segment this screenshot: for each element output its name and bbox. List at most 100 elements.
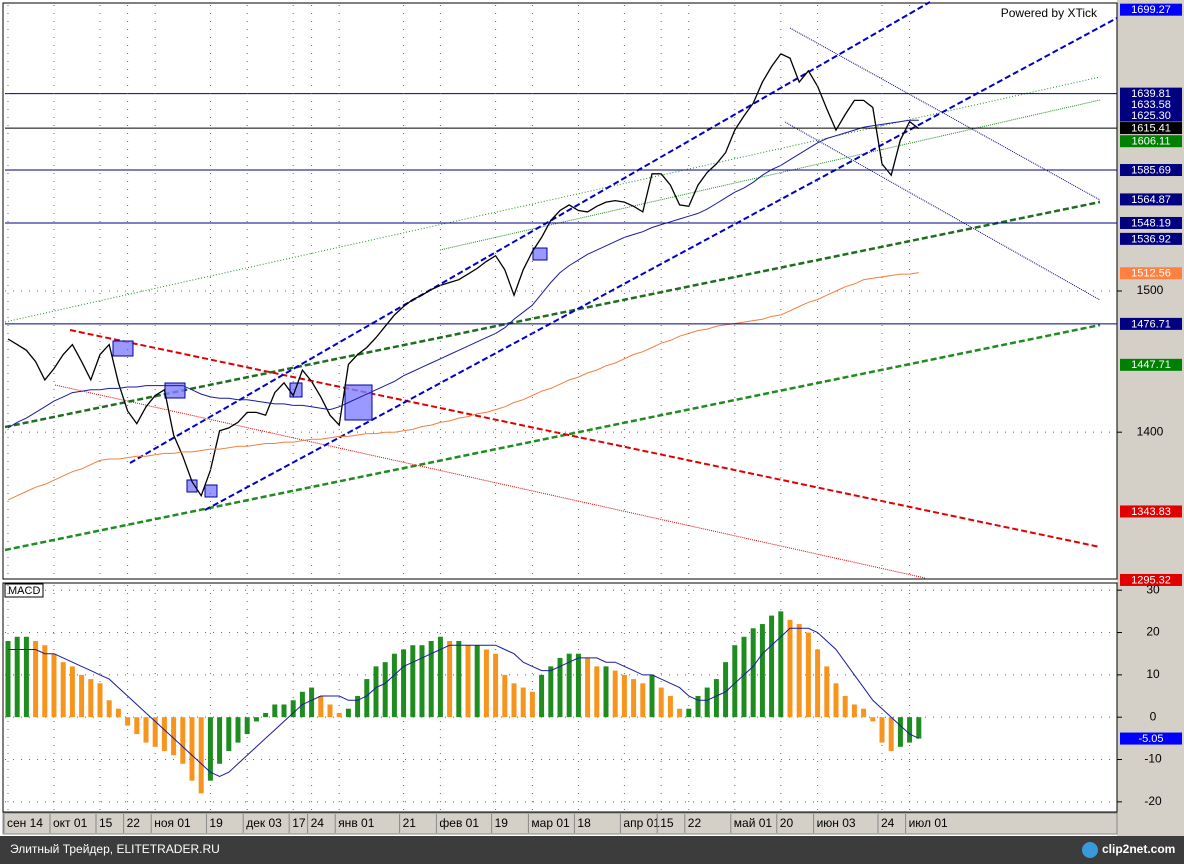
bar (474, 645, 480, 718)
x-tick-label: сен 14 (7, 816, 43, 830)
boxes (112, 247, 548, 498)
trend-lines (4, 1, 1118, 579)
x-tick-label: окт 01 (53, 816, 88, 830)
footer-bar (0, 836, 1184, 864)
bar (888, 717, 894, 752)
bar (511, 683, 517, 718)
bar (493, 653, 499, 718)
x-tick-label: 22 (688, 816, 702, 830)
trend-line (54, 384, 926, 579)
bar (621, 674, 627, 718)
bar (401, 649, 407, 718)
trend-line (4, 76, 1101, 323)
bar (456, 640, 462, 718)
bar (447, 640, 453, 718)
bar (483, 649, 489, 718)
bar (759, 624, 765, 718)
bar (134, 717, 140, 735)
bar (373, 666, 379, 718)
bar (879, 717, 885, 743)
price-label: 1615.41 (1131, 122, 1171, 134)
bar (594, 666, 600, 718)
x-tick-label: 19 (495, 816, 509, 830)
series-line (7, 52, 920, 498)
bar (5, 640, 11, 718)
x-tick-label: 18 (577, 816, 591, 830)
bar (23, 636, 29, 718)
bar (520, 687, 526, 718)
price-label-box (1120, 317, 1182, 330)
bar (125, 717, 131, 726)
bar (778, 611, 784, 718)
price-label: 1536.92 (1131, 233, 1171, 245)
bar (897, 717, 903, 747)
logo: clip2net.com (1102, 842, 1175, 856)
bar (649, 674, 655, 718)
price-label-box (1120, 505, 1182, 518)
bar (336, 712, 342, 718)
bar (566, 653, 572, 718)
y-tick-label: 1500 (1137, 283, 1164, 297)
series-line (7, 272, 919, 501)
price-label-box (1120, 573, 1182, 586)
bar (833, 683, 839, 718)
x-tick-label: 22 (127, 816, 141, 830)
x-tick-label: ноя 01 (154, 816, 191, 830)
bar (787, 619, 793, 718)
bar (695, 696, 701, 718)
bar (244, 717, 250, 735)
trend-line (439, 99, 1101, 251)
x-tick-label: апр 01 (623, 816, 660, 830)
bar (263, 712, 269, 718)
bar (824, 666, 830, 718)
price-label-box (1120, 358, 1182, 371)
x-tick-label: 15 (660, 816, 674, 830)
price-label-box (1120, 216, 1182, 229)
annotation: Powered by XTick (1001, 6, 1098, 20)
bar (686, 708, 692, 718)
y-tick-label: -10 (1144, 752, 1162, 766)
bar (603, 666, 609, 718)
price-label: 1512.56 (1131, 268, 1171, 280)
price-label-box (1120, 87, 1182, 100)
bar (309, 687, 315, 718)
x-tick-label: янв 01 (338, 816, 375, 830)
price-label-box (1120, 193, 1182, 206)
price-label: 1564.87 (1131, 194, 1171, 206)
bar (667, 696, 673, 718)
bar (51, 653, 57, 718)
bar (171, 717, 177, 756)
bar (769, 615, 775, 718)
box (204, 484, 218, 498)
bar (60, 662, 66, 718)
bar (851, 704, 857, 718)
bar (382, 662, 388, 718)
bar (575, 653, 581, 718)
box (532, 247, 548, 261)
bar (97, 683, 103, 718)
bar (916, 717, 922, 739)
bar (235, 717, 241, 743)
trend-line (129, 1, 931, 464)
bar (345, 708, 351, 718)
bar (355, 696, 361, 718)
bar (115, 708, 121, 718)
price-label-box (1120, 98, 1182, 111)
bar (364, 679, 370, 718)
bar (612, 670, 618, 718)
x-tick-label: 17 (292, 816, 306, 830)
x-tick-label: дек 03 (246, 816, 282, 830)
bar (253, 717, 259, 722)
trend-line (204, 17, 1118, 511)
footer-text: Элитный Трейдер, ELITETRADER.RU (10, 842, 220, 856)
price-label: 1639.81 (1131, 88, 1171, 100)
price-label: 1295.32 (1131, 574, 1171, 586)
x-tick-label: июл 01 (909, 816, 948, 830)
bar (465, 645, 471, 718)
bar (713, 679, 719, 718)
bar (502, 674, 508, 718)
bar (226, 717, 232, 752)
price-label-box (1120, 135, 1182, 148)
bar (281, 704, 287, 718)
